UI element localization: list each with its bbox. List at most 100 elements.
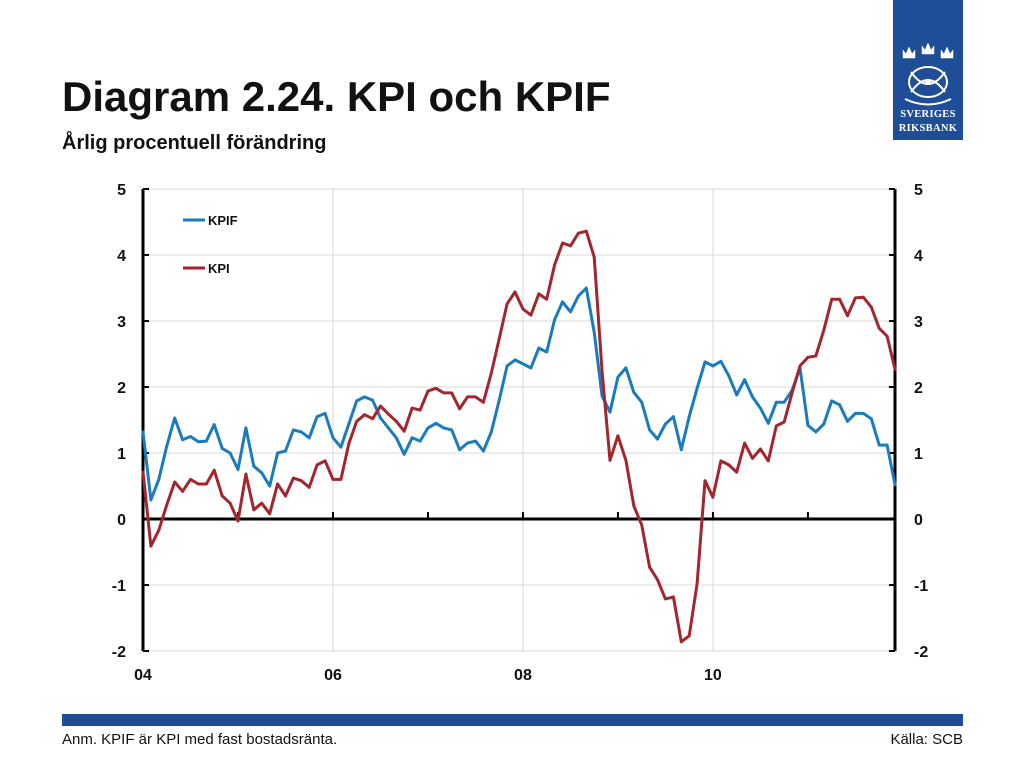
kpif-point	[197, 440, 200, 444]
kpif-point	[355, 399, 359, 403]
kpif-point	[632, 390, 636, 394]
kpi-point	[260, 501, 264, 505]
kpif-point	[584, 286, 588, 290]
kpif-point	[695, 386, 699, 390]
kpi-point	[173, 480, 177, 484]
kpif-point	[189, 435, 192, 438]
kpi-point	[561, 241, 564, 245]
kpi-point	[695, 582, 699, 586]
page-title: Diagram 2.24. KPI och KPIF	[62, 73, 611, 120]
kpi-point	[632, 504, 636, 508]
kpi-point	[648, 565, 651, 569]
kpif-point	[331, 436, 335, 440]
kpi-point	[347, 442, 351, 446]
kpi-point	[814, 354, 818, 358]
kpif-point	[418, 439, 422, 443]
kpi-point	[719, 459, 723, 463]
kpi-point	[505, 302, 509, 306]
kpif-point	[228, 451, 232, 455]
footer-bar	[62, 714, 963, 726]
tick-labels: 5 54 43 32 21 10 0-1 -1-2 -204 06 08 10	[112, 182, 929, 684]
kpi-point	[545, 297, 549, 301]
kpi-point	[387, 412, 390, 416]
kpi-point	[252, 508, 256, 512]
kpif-point	[371, 398, 374, 402]
kpif-point	[616, 375, 620, 379]
kpif-point	[545, 350, 549, 354]
kpi-point	[379, 404, 382, 408]
kpi-point	[299, 479, 303, 483]
y-tick-label-left: 5	[117, 182, 126, 199]
footnote: Anm. KPIF är KPI med fast bostadsränta.	[62, 731, 338, 748]
kpi-point	[323, 459, 327, 463]
kpif-point	[236, 468, 240, 471]
kpif-point	[284, 449, 287, 453]
kpi-point	[537, 292, 541, 296]
kpif-point	[505, 364, 509, 368]
kpi-point	[141, 470, 145, 474]
y-tick-label-left: 2	[117, 380, 126, 397]
kpif-point	[561, 300, 564, 304]
x-tick-label: 08	[514, 667, 532, 684]
kpi-point	[276, 482, 279, 486]
kpi-point	[355, 419, 359, 423]
kpif-point	[458, 448, 461, 452]
kpi-point	[656, 578, 659, 582]
logo-graphic: SVERIGES RIKSBANK	[893, 0, 963, 140]
kpif-point	[648, 428, 651, 432]
kpif-point	[672, 415, 675, 419]
kpi-point	[292, 476, 295, 480]
kpi-point	[751, 456, 754, 460]
kpi-point	[822, 328, 826, 332]
kpi-point	[806, 355, 810, 359]
y-tick-label-right: 1	[914, 446, 923, 463]
kpif-point	[806, 423, 810, 427]
series-lines	[141, 229, 897, 644]
kpi-point	[782, 420, 786, 424]
kpi-point	[679, 640, 683, 644]
kpi-point	[220, 494, 224, 498]
kpif-point	[181, 438, 185, 442]
kpi-point	[869, 305, 873, 309]
kpi-point	[664, 597, 667, 601]
logo-text-line1: SVERIGES	[900, 109, 956, 120]
kpif-point	[854, 412, 857, 415]
kpi-point	[885, 334, 889, 338]
y-tick-label-right: -2	[914, 644, 928, 661]
kpif-point	[442, 426, 446, 430]
logo-text-line2: RIKSBANK	[899, 123, 958, 134]
kpi-point	[711, 495, 715, 499]
kpif-point	[766, 421, 770, 425]
legend-label-kpi: KPI	[208, 261, 230, 276]
kpi-point	[521, 307, 525, 311]
kpi-point	[600, 370, 604, 374]
kpi-point	[790, 391, 794, 395]
kpif-point	[743, 378, 746, 382]
kpi-point	[672, 595, 675, 599]
kpif-point	[489, 430, 493, 434]
kpi-point	[157, 528, 161, 532]
kpif-point	[165, 445, 169, 448]
kpif-point	[379, 416, 382, 420]
kpif-point	[687, 415, 691, 419]
kpi-point	[149, 544, 153, 548]
kpif-point	[157, 478, 161, 481]
kpi-point	[569, 244, 572, 248]
y-tick-label-right: 4	[914, 248, 923, 265]
kpi-point	[766, 459, 770, 463]
kpi-point	[450, 391, 454, 395]
kpif-point	[466, 441, 469, 445]
kpif-point	[735, 393, 739, 397]
line-chart: 5 54 43 32 21 10 0-1 -1-2 -204 06 08 10 KPIF KPI	[112, 182, 929, 684]
kpif-point	[529, 366, 533, 370]
kpif-point	[141, 430, 145, 434]
kpif-point	[323, 412, 327, 415]
page-subtitle: Årlig procentuell förändring	[62, 132, 327, 154]
kpi-point	[426, 389, 430, 393]
kpif-point	[212, 423, 216, 426]
y-tick-label-left: 1	[117, 446, 126, 463]
y-tick-label-right: 0	[914, 512, 923, 529]
kpif-point	[885, 443, 889, 447]
kpi-point	[284, 494, 287, 498]
kpi-point	[307, 485, 311, 489]
